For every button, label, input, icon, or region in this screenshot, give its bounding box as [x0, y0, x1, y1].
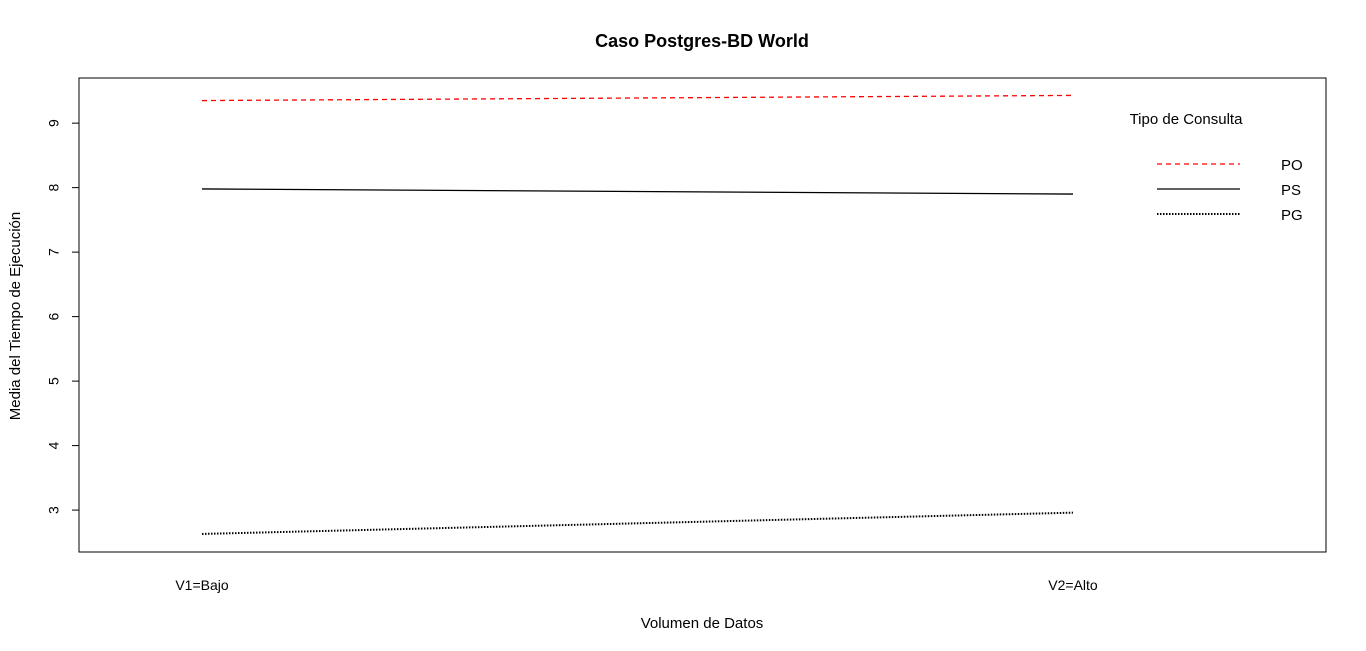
- series-line-po: [201, 94, 1074, 102]
- x-tick-label: V1=Bajo: [175, 577, 229, 593]
- y-tick-label: 3: [46, 506, 62, 514]
- legend: Tipo de Consulta PO PS PG: [1130, 111, 1303, 224]
- series-layer: [201, 94, 1074, 535]
- legend-label-pg: PG: [1281, 207, 1303, 224]
- y-tick-label: 5: [46, 377, 62, 385]
- series-line-ps: [201, 188, 1074, 195]
- plot-area-frame: [78, 77, 1327, 553]
- x-axis-label: Volumen de Datos: [641, 615, 764, 632]
- y-tick-label: 8: [46, 184, 62, 192]
- y-axis: 3 4 5 6 7 8 9: [46, 119, 79, 514]
- legend-label-po: PO: [1281, 157, 1303, 174]
- x-tick-label: V2=Alto: [1048, 577, 1098, 593]
- y-tick-label: 9: [46, 119, 62, 127]
- legend-title: Tipo de Consulta: [1130, 111, 1244, 128]
- series-line-pg: [201, 511, 1074, 535]
- y-axis-label: Media del Tiempo de Ejecución: [7, 212, 24, 420]
- y-tick-label: 4: [46, 441, 62, 449]
- y-tick-label: 7: [46, 248, 62, 256]
- legend-label-ps: PS: [1281, 182, 1301, 199]
- chart-title: Caso Postgres-BD World: [595, 31, 809, 51]
- x-axis: V1=Bajo V2=Alto: [175, 577, 1098, 593]
- y-tick-label: 6: [46, 313, 62, 321]
